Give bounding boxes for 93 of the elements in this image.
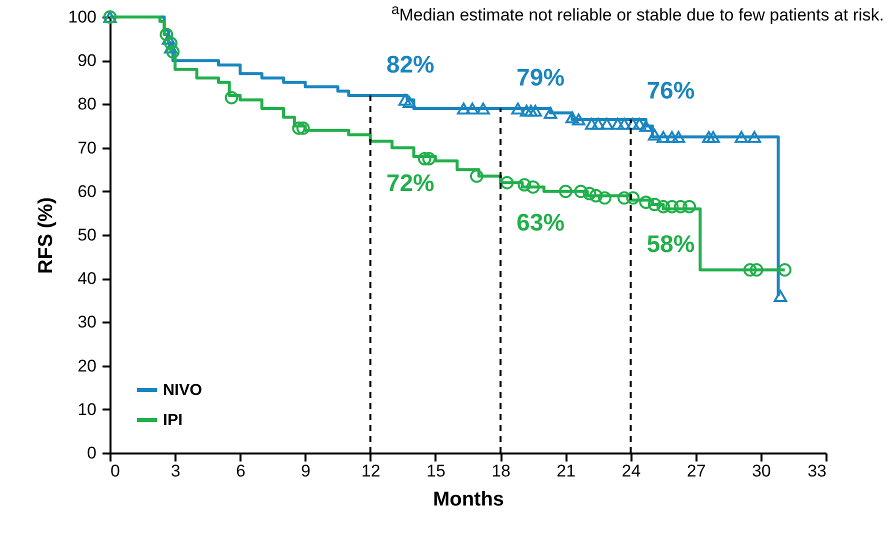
point [748, 130, 762, 143]
point [639, 120, 653, 132]
y-tick-label: 60 [78, 182, 96, 201]
point [402, 96, 416, 108]
point [706, 130, 720, 143]
point [544, 106, 558, 119]
y-tick-label: 90 [78, 51, 96, 70]
y-tick-label: 70 [78, 138, 96, 158]
point [618, 118, 631, 130]
point [565, 111, 579, 124]
point [224, 90, 238, 104]
point [582, 186, 596, 200]
point [470, 169, 484, 183]
point [524, 104, 538, 117]
x-tick-label: 6 [236, 462, 246, 480]
point [160, 28, 174, 42]
annotation: 76% [646, 78, 695, 105]
point [422, 152, 436, 166]
point [296, 121, 310, 135]
x-tick-label: 0 [110, 462, 120, 480]
x-tick-label: 15 [426, 462, 446, 480]
x-tick-label: 21 [556, 462, 576, 480]
y-tick-label: 30 [78, 312, 96, 332]
point [500, 176, 514, 190]
annotation: 82% [386, 51, 434, 78]
point [589, 189, 603, 202]
point [632, 118, 646, 130]
annotation: 63% [516, 209, 565, 236]
point [528, 104, 542, 117]
point [656, 130, 670, 143]
point [774, 290, 788, 302]
x-tick-label: 33 [808, 462, 826, 480]
annotation: 58% [646, 231, 695, 258]
point [164, 42, 178, 54]
point [164, 36, 178, 50]
point [682, 200, 696, 214]
y-tick-label: 20 [78, 356, 96, 376]
point [626, 118, 640, 130]
point [734, 130, 748, 143]
point [743, 263, 757, 277]
annotation: $^{a}$Median estimate not reliable or stable due to few patients at risk. [391, 2, 884, 26]
point [166, 45, 180, 59]
point [456, 102, 470, 114]
point [584, 118, 598, 130]
y-tick-label: 50 [78, 226, 96, 244]
point [672, 130, 686, 143]
x-tick-label: 3 [170, 462, 180, 480]
point [674, 200, 688, 214]
x-tick-label: 12 [361, 462, 380, 480]
point [778, 263, 792, 277]
legend-label: NIVO [163, 382, 202, 399]
annotation: 72% [386, 170, 434, 198]
point [665, 200, 679, 214]
point [162, 32, 176, 45]
annotation: 79% [516, 64, 565, 92]
x-tick-label: 18 [492, 462, 511, 480]
point [526, 180, 540, 194]
x-axis-title: Months [432, 488, 504, 510]
point [648, 128, 662, 141]
point [476, 102, 490, 114]
point [398, 94, 412, 106]
point [656, 200, 670, 214]
point [600, 118, 614, 130]
y-axis-title: RFS (%) [35, 197, 58, 274]
legend-label: IPI [163, 412, 183, 429]
point [520, 104, 534, 117]
x-tick-label: 9 [301, 462, 311, 480]
point [518, 178, 532, 192]
point [626, 191, 640, 205]
point [639, 196, 653, 209]
y-tick-label: 100 [68, 8, 96, 26]
point [574, 184, 588, 198]
point [591, 118, 605, 130]
y-tick-label: 0 [87, 444, 96, 462]
x-tick-label: 27 [686, 462, 706, 480]
x-tick-label: 30 [752, 462, 771, 480]
y-tick-label: 40 [78, 269, 96, 288]
point [702, 130, 716, 143]
point [418, 152, 432, 166]
y-tick-label: 10 [78, 400, 96, 419]
point [558, 184, 572, 198]
point [572, 114, 586, 126]
point [466, 102, 480, 114]
point [598, 191, 612, 205]
point [648, 198, 662, 212]
y-tick-label: 80 [78, 94, 96, 114]
point [511, 102, 525, 114]
point [618, 191, 631, 205]
x-tick-label: 24 [622, 462, 641, 480]
point [611, 118, 624, 130]
point [292, 121, 306, 135]
point [665, 130, 679, 143]
point [750, 263, 764, 277]
